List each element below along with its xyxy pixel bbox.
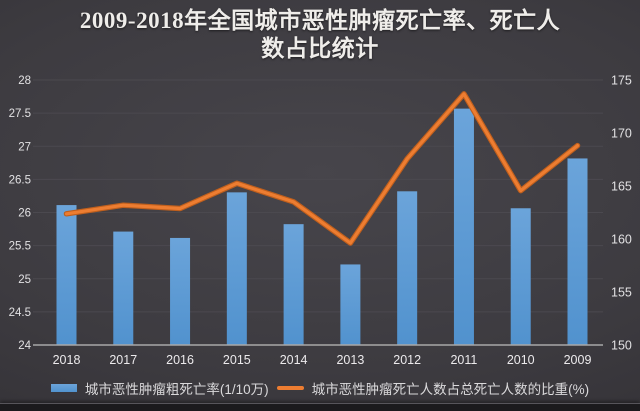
left-axis-tick-label: 25 xyxy=(18,274,31,286)
left-axis-tick-label: 24 xyxy=(18,340,31,352)
left-axis-tick-label: 26.5 xyxy=(9,174,31,186)
left-axis-tick-label: 27.5 xyxy=(9,108,31,120)
legend-bar-swatch-icon xyxy=(50,384,77,392)
x-label-2018: 2018 xyxy=(53,353,81,367)
x-label-2009: 2009 xyxy=(564,353,592,367)
left-axis-tick-label: 28 xyxy=(18,75,31,87)
left-axis-tick-label: 27 xyxy=(18,141,31,153)
right-axis-tick-label: 170 xyxy=(611,127,632,141)
chart-title-line2: 数占比统计 xyxy=(261,36,379,61)
x-label-2011: 2011 xyxy=(450,353,477,367)
trend-line xyxy=(64,92,580,245)
legend-label-ratio: 城市恶性肿瘤死亡人数占总死亡人数的比重(%) xyxy=(311,382,590,397)
bar-2017 xyxy=(113,231,134,345)
x-label-2012: 2012 xyxy=(393,353,421,367)
bar-2011 xyxy=(453,108,474,346)
x-label-2017: 2017 xyxy=(109,353,137,367)
left-axis-tick-label: 24.5 xyxy=(9,307,31,319)
chart-title-line1: 2009-2018年全国城市恶性肿瘤死亡率、死亡人 xyxy=(79,8,561,33)
bar-2009 xyxy=(567,158,588,345)
bar-2014 xyxy=(283,224,304,345)
x-label-2016: 2016 xyxy=(166,353,194,367)
chart-title: 2009-2018年全国城市恶性肿瘤死亡率、死亡人 数占比统计 xyxy=(0,7,640,63)
left-axis-tick-label: 25.5 xyxy=(9,241,31,253)
bar-2016 xyxy=(170,237,191,345)
bottom-border-strip xyxy=(0,403,640,411)
bar-2012 xyxy=(397,191,418,345)
bar-2013 xyxy=(340,264,361,345)
bar-2018 xyxy=(56,205,77,345)
right-axis-tick-label: 160 xyxy=(611,233,632,247)
legend-label-rate: 城市恶性肿瘤粗死亡率(1/10万) xyxy=(84,382,269,397)
legend-line-swatch-icon xyxy=(276,386,304,390)
x-label-2014: 2014 xyxy=(280,353,308,367)
right-axis-tick-label: 165 xyxy=(611,180,632,194)
right-axis-tick-label: 175 xyxy=(611,74,632,88)
right-axis-tick-label: 155 xyxy=(611,286,632,300)
x-label-2013: 2013 xyxy=(336,353,364,367)
bar-2015 xyxy=(226,192,247,345)
chart-legend: 城市恶性肿瘤粗死亡率(1/10万) 城市恶性肿瘤死亡人数占总死亡人数的比重(%) xyxy=(0,378,640,398)
bar-2010 xyxy=(510,208,531,345)
left-axis-tick-label: 26 xyxy=(18,208,31,220)
x-label-2015: 2015 xyxy=(223,353,251,367)
x-label-2010: 2010 xyxy=(507,353,535,367)
right-axis-tick-label: 150 xyxy=(611,339,632,353)
